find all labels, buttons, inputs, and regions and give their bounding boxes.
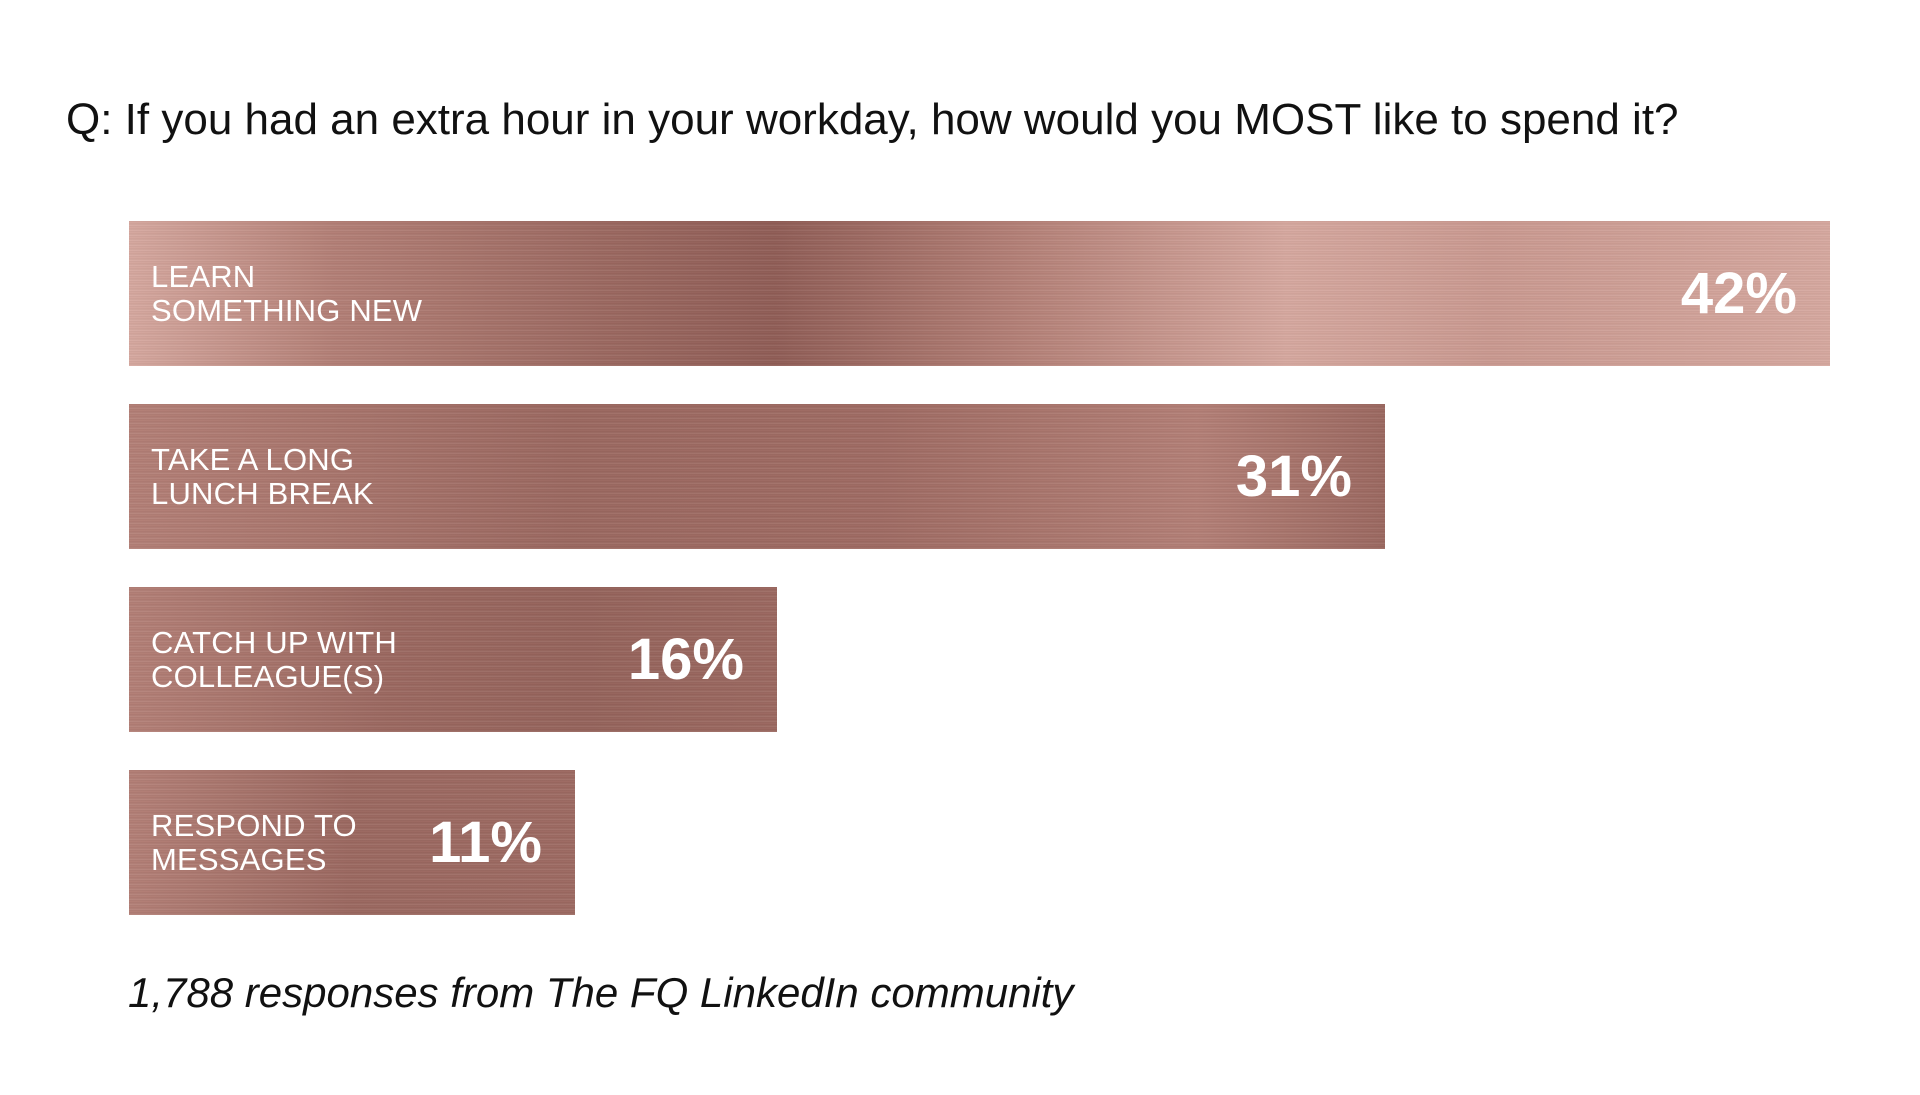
bar-fill <box>129 770 575 915</box>
bar-value-label: 31% <box>1235 443 1352 509</box>
bar-fill <box>129 221 1830 366</box>
bar-fill <box>129 587 777 732</box>
bar: TAKE A LONG LUNCH BREAK 31% <box>129 404 1385 549</box>
question-title: Q: If you had an extra hour in your work… <box>66 95 1679 144</box>
bar-category-label: RESPOND TO MESSAGES <box>151 807 357 877</box>
bar-value-label: 16% <box>627 626 744 692</box>
bar: CATCH UP WITH COLLEAGUE(S) 16% <box>129 587 777 732</box>
responses-footnote: 1,788 responses from The FQ LinkedIn com… <box>128 969 1074 1016</box>
bar: LEARN SOMETHING NEW 42% <box>129 221 1830 366</box>
bar-value-label: 42% <box>1680 260 1797 326</box>
bar-category-label: LEARN SOMETHING NEW <box>151 258 423 328</box>
bar-category-label: TAKE A LONG LUNCH BREAK <box>151 441 374 511</box>
bar-value-label: 11% <box>429 809 542 875</box>
bar: RESPOND TO MESSAGES 11% <box>129 770 575 915</box>
bar-fill <box>129 404 1385 549</box>
bar-category-label: CATCH UP WITH COLLEAGUE(S) <box>151 624 397 694</box>
